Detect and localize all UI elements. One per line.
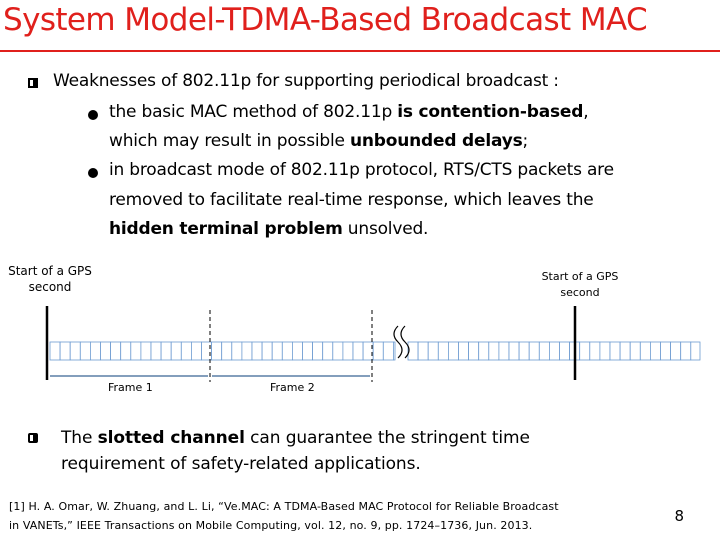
time-slot: [59, 341, 71, 361]
time-slot: [447, 341, 459, 361]
time-slot: [352, 341, 364, 361]
time-slot: [221, 341, 233, 361]
time-slot: [488, 341, 500, 361]
sub-bullet-2-line-3: hidden terminal problem unsolved.: [109, 219, 429, 239]
time-slot: [201, 341, 213, 361]
time-slot: [549, 341, 560, 361]
time-slot: [559, 341, 571, 361]
time-slot: [322, 341, 334, 361]
time-slot: [120, 341, 132, 361]
time-slot: [362, 341, 374, 361]
time-slot: [528, 341, 540, 361]
time-slot: [180, 341, 192, 361]
time-slot: [100, 341, 112, 361]
time-slot: [478, 341, 490, 361]
time-slot: [382, 341, 394, 361]
time-slot: [241, 341, 253, 361]
time-slot: [251, 341, 263, 361]
time-slot: [468, 341, 480, 361]
gps-label-left: Start of a GPS second: [8, 264, 92, 294]
time-slot: [427, 341, 439, 361]
break-mark-icon: [393, 325, 403, 359]
time-slot: [518, 341, 530, 361]
sub-bullet-1-line-2: which may result in possible unbounded d…: [109, 131, 529, 151]
time-slot: [498, 341, 510, 361]
time-slot: [281, 341, 293, 361]
time-slot: [650, 341, 661, 361]
sub-bullet-2-line-2: removed to facilitate real-time response…: [109, 190, 594, 210]
break-mark-icon: [400, 325, 410, 359]
time-slot: [639, 341, 651, 361]
time-slot: [458, 341, 470, 361]
sub-bullet-2-line-1: in broadcast mode of 802.11p protocol, R…: [109, 160, 614, 180]
time-slot: [312, 341, 324, 361]
time-slot: [130, 341, 142, 361]
time-slot: [261, 341, 273, 361]
time-slot: [437, 341, 449, 361]
time-slot: [160, 341, 172, 361]
time-slot: [170, 341, 182, 361]
sub-bullet-1-line-1: the basic MAC method of 802.11p is conte…: [109, 102, 589, 122]
reference-line-2: in VANETs,” IEEE Transactions on Mobile …: [9, 519, 533, 532]
time-slot: [342, 341, 354, 361]
time-slot: [619, 341, 631, 361]
time-slot: [680, 341, 692, 361]
time-slot: [660, 341, 672, 361]
time-slot: [609, 341, 621, 361]
time-slot: [538, 341, 550, 361]
time-slot: [140, 341, 152, 361]
gps-label-right: Start of a GPS second: [541, 270, 619, 299]
time-slot: [599, 341, 611, 361]
time-slot: [291, 341, 303, 361]
bullet-1-lead: Weaknesses of 802.11p for supporting per…: [53, 71, 559, 91]
time-slot: [332, 341, 344, 361]
time-slot: [417, 341, 429, 361]
time-slot: [79, 341, 91, 361]
title-underline: [0, 50, 720, 52]
slide-title: System Model-TDMA-Based Broadcast MAC: [3, 2, 648, 38]
time-slot: [690, 341, 701, 361]
time-slot: [372, 341, 384, 361]
time-slot: [49, 341, 61, 361]
frame-1-label: Frame 1: [108, 381, 153, 394]
time-slot: [231, 341, 243, 361]
time-slot: [670, 341, 682, 361]
tdma-timeline-diagram: [45, 306, 701, 382]
frame-2-label: Frame 2: [270, 381, 315, 394]
time-slot: [302, 341, 314, 361]
time-slot: [211, 341, 223, 361]
page-number: 8: [674, 507, 684, 525]
time-slot: [579, 341, 591, 361]
time-slot: [589, 341, 601, 361]
bullet-2-line-1: The slotted channel can guarantee the st…: [61, 428, 530, 448]
reference-line-1: [1] H. A. Omar, W. Zhuang, and L. Li, “V…: [9, 500, 559, 513]
bullet-2-line-2: requirement of safety-related applicatio…: [61, 454, 421, 474]
time-slot: [150, 341, 162, 361]
round-bullet-icon: [88, 168, 98, 178]
time-slot: [110, 341, 122, 361]
round-bullet-icon: [88, 110, 98, 120]
time-slot: [190, 341, 202, 361]
square-bullet-icon: [28, 78, 38, 88]
time-slot: [508, 341, 520, 361]
square-bullet-icon: [28, 433, 38, 443]
time-slot: [271, 341, 283, 361]
time-slot: [90, 341, 101, 361]
time-slot: [629, 341, 641, 361]
time-slot: [69, 341, 81, 361]
slot-grid: [49, 341, 701, 361]
time-slot: [392, 341, 396, 361]
